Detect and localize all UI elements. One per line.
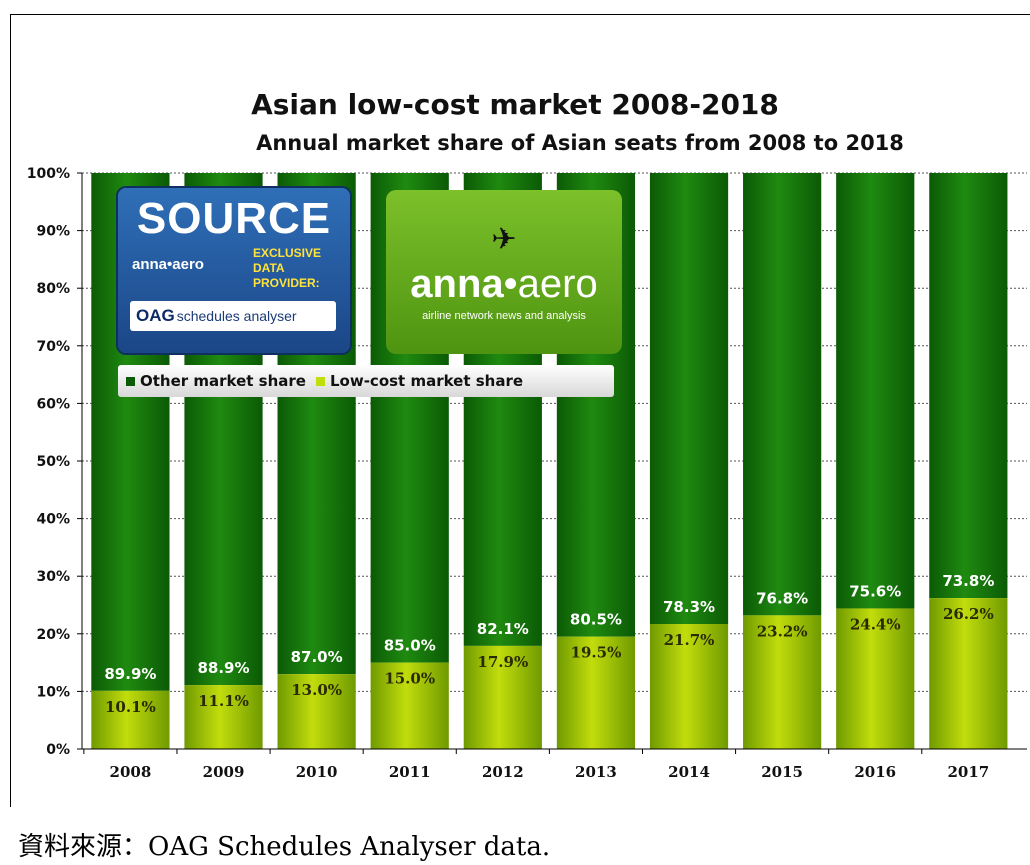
y-tick-label: 80% [36,281,70,297]
bar-low-cost-share [929,598,1008,749]
chart-plot: 0% 10% 20% 30% 40% 50% 60% 70% 80% 90% 100% 2008 200… [27,166,1027,781]
y-tick-label: 0% [46,742,70,758]
bar-low-cost-share [556,636,636,749]
airplane-icon: ✈ [491,222,517,257]
data-label-other: 80.5% [570,611,622,629]
data-label-low-cost: 24.4% [850,615,901,633]
x-tick-label: 2010 [296,763,338,781]
data-label-low-cost: 26.2% [943,605,994,623]
chart-legend: Other market share Low-cost market share [118,365,614,397]
bar-low-cost-share [370,662,449,749]
bar-other-share [743,173,822,616]
legend-label-low: Low-cost market share [329,372,524,390]
anna-aero-tagline: airline network news and analysis [422,310,586,322]
legend-label-other: Other market share [140,372,306,390]
y-tick-label: 20% [36,627,70,643]
x-tick-label: 2012 [482,763,524,781]
oag-logo-badge: OAG schedules analyser [130,301,336,331]
data-label-low-cost: 10.1% [105,698,156,716]
anna-aero-name-bold: anna [410,262,504,306]
data-label-low-cost: 15.0% [384,670,435,688]
data-label-low-cost: 17.9% [477,653,528,671]
y-tick-label: 70% [36,339,70,355]
frame-left-border [10,14,11,807]
data-label-other: 85.0% [384,637,436,655]
source-logo: SOURCE anna•aero EXCLUSIVE DATA PROVIDER… [118,188,350,353]
data-label-other: 73.8% [942,572,994,590]
bar-other-share [929,173,1008,599]
bar-other-share [836,173,915,609]
source-logo-exclusive: EXCLUSIVE DATA PROVIDER: [253,246,322,290]
y-tick-label: 50% [36,454,70,470]
anna-aero-name-light: •aero [503,262,598,306]
data-label-other: 82.1% [477,620,529,638]
bar-low-cost-share [463,645,542,749]
y-tick-label: 100% [27,166,70,182]
data-label-low-cost: 13.0% [291,681,342,699]
bar-low-cost-share [649,624,729,749]
bar-low-cost-share [743,615,822,749]
anna-aero-wordmark: anna•aero [386,262,622,307]
y-tick-label: 90% [36,224,70,240]
bar-low-cost-share [277,674,356,749]
frame-top-border [10,14,1030,15]
data-label-other: 88.9% [197,659,249,677]
x-tick-label: 2014 [668,763,710,781]
y-tick-label: 60% [36,396,70,412]
bar-other-share [649,173,729,625]
x-tick-label: 2017 [947,763,989,781]
source-logo-heading: SOURCE [136,194,332,243]
source-logo-brand: anna•aero [132,256,204,273]
source-note: 資料來源：OAG Schedules Analyser data. [18,832,551,862]
x-tick-label: 2011 [389,763,431,781]
x-tick-label: 2008 [110,763,152,781]
y-tick-label: 40% [36,512,70,528]
data-label-other: 89.9% [104,665,156,683]
chart-subtitle: Annual market share of Asian seats from … [256,131,904,155]
bar-low-cost-share [184,685,263,749]
data-label-other: 78.3% [663,598,715,616]
x-tick-label: 2016 [854,763,896,781]
legend-item-other: Other market share [126,372,306,390]
oag-logo-short: OAG [136,306,175,325]
legend-item-low: Low-cost market share [315,372,524,390]
data-label-low-cost: 19.5% [571,644,622,662]
oag-logo-text: schedules analyser [176,308,297,324]
x-tick-label: 2015 [761,763,803,781]
y-tick-label: 30% [36,569,70,585]
anna-aero-logo: ✈ anna•aero airline network news and ana… [386,190,622,354]
data-label-low-cost: 11.1% [198,692,249,710]
x-tick-label: 2013 [575,763,617,781]
bar-low-cost-share [836,608,915,749]
legend-swatch-other [126,376,135,386]
chart-title: Asian low-cost market 2008-2018 [251,88,779,121]
data-label-other: 87.0% [291,648,343,666]
data-label-other: 75.6% [849,582,901,600]
data-label-low-cost: 21.7% [664,631,715,649]
data-label-other: 76.8% [756,589,808,607]
x-tick-label: 2009 [203,763,245,781]
data-label-low-cost: 23.2% [757,622,808,640]
bar-low-cost-share [91,690,170,749]
legend-swatch-low [315,376,325,386]
y-tick-label: 10% [36,684,70,700]
